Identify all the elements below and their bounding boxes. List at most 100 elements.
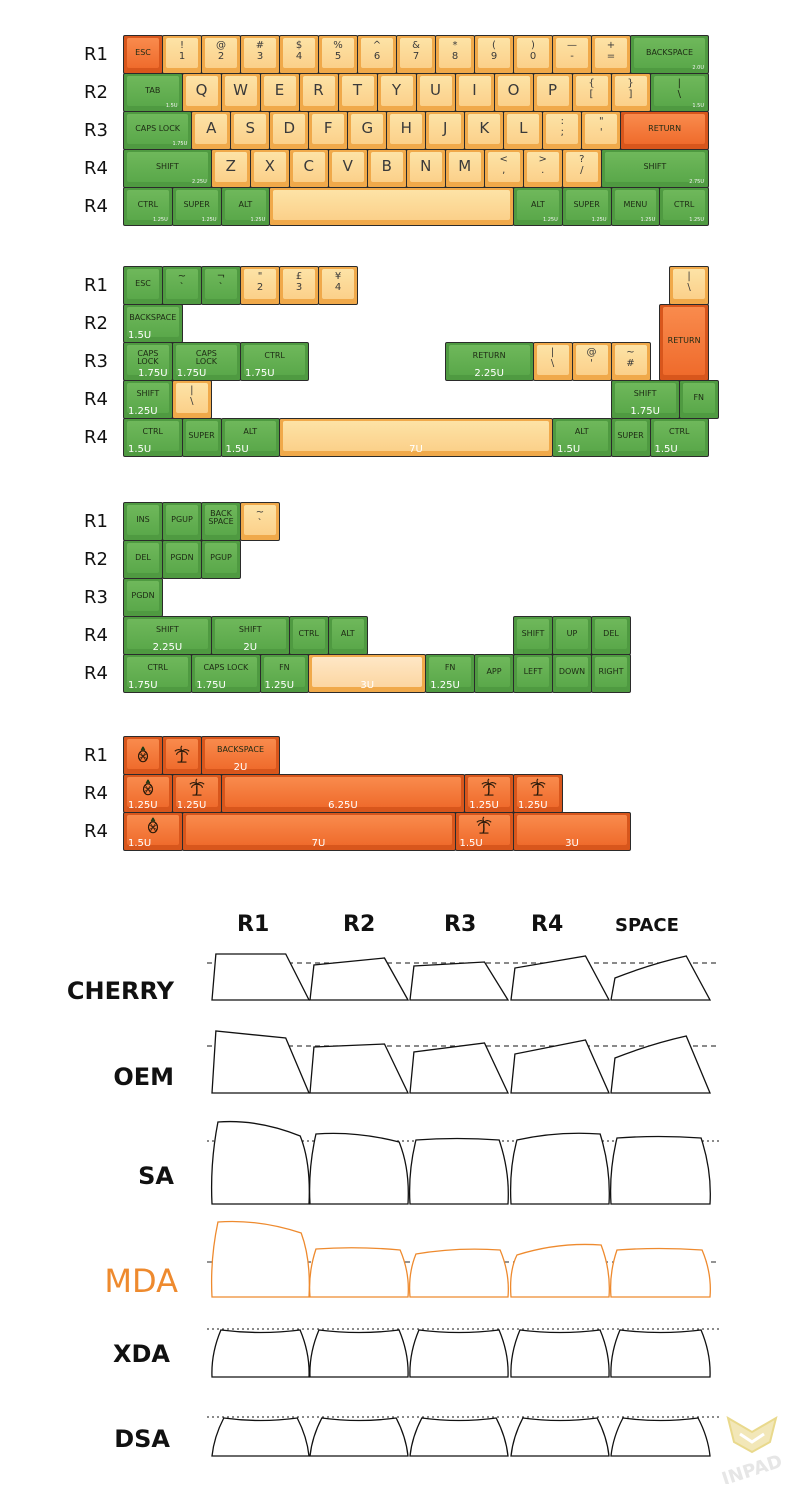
- keycap-symbol: + =: [591, 35, 631, 74]
- row-label: R4: [84, 625, 108, 646]
- keycap-right: RIGHT: [591, 654, 631, 693]
- column-header-r3: R3: [444, 912, 477, 937]
- key-legend: CTRL: [142, 427, 164, 436]
- key-unit-label: 2.0U: [692, 65, 704, 71]
- logo-mark-icon: [726, 1415, 778, 1454]
- key-legend: F: [323, 119, 333, 137]
- keycap-blank: [269, 187, 514, 226]
- keycap-profile-dsa-r3: [409, 1417, 509, 1457]
- key-legend: DOWN: [558, 667, 586, 676]
- keycap-ctrl: CTRL 1.75U: [123, 654, 193, 693]
- row-label: R3: [84, 587, 108, 608]
- keycap-symbol: } ]: [610, 73, 651, 112]
- key-legend: < ,: [499, 154, 508, 176]
- key-unit-label: 7U: [409, 444, 423, 455]
- keycap-pgup: PGUP: [201, 540, 241, 579]
- keycap-fn: FN: [678, 380, 719, 419]
- keycap-super: SUPER 1.25U: [561, 187, 612, 226]
- keycap-ctrl: CTRL 1.5U: [649, 418, 709, 457]
- keycap-symbol: : ;: [542, 111, 583, 150]
- row-label: R1: [84, 511, 108, 532]
- key-legend: PGDN: [131, 591, 155, 600]
- keycap-backspace: BACKSPACE 1.5U: [123, 304, 183, 343]
- key-legend: P: [547, 81, 558, 99]
- row-label: R4: [84, 196, 108, 217]
- keycap-s: S: [230, 111, 271, 150]
- key-legend: ? /: [579, 154, 585, 176]
- key-legend: PGUP: [171, 515, 193, 524]
- key-legend: ~ #: [626, 347, 635, 369]
- keycap-alt: ALT 1.25U: [513, 187, 563, 226]
- keycap-palm-tree: [162, 736, 202, 775]
- profile-name-cherry: CHERRY: [66, 977, 174, 1005]
- keycap-profile-xda-r1: [211, 1329, 310, 1378]
- keycap-caps-lock: CAPS LOCK 1.75U: [191, 654, 261, 693]
- keycap-w: W: [220, 73, 261, 112]
- key-legend: W: [233, 81, 248, 99]
- key-legend: SUPER: [183, 200, 210, 209]
- key-unit-label: 1.25U: [469, 800, 499, 811]
- key-legend: ~ `: [177, 271, 187, 293]
- keycap-symbol: > .: [522, 149, 563, 188]
- keycap-m: M: [444, 149, 485, 188]
- keycap-z: Z: [210, 149, 251, 188]
- key-legend: X: [264, 157, 275, 175]
- keycap-2: @ 2: [201, 35, 241, 74]
- key-unit-label: 1.25U: [152, 217, 168, 223]
- key-legend: SHIFT: [155, 162, 179, 171]
- row-label: R4: [84, 158, 108, 179]
- key-legend: @ 2: [216, 40, 226, 62]
- keycap-profile-oem-r2: [309, 1043, 410, 1094]
- keycap-del: DEL: [591, 616, 631, 655]
- key-legend: CAPS LOCK: [137, 349, 159, 367]
- row-label: R1: [84, 275, 108, 296]
- key-legend: ALT: [531, 200, 545, 209]
- key-legend: CAPS LOCK: [203, 663, 249, 672]
- keycap-symbol: — -: [552, 35, 592, 74]
- key-legend: * 8: [451, 40, 459, 62]
- key-legend: FN: [693, 393, 705, 402]
- keycap-symbol: | \ 1.5U: [649, 73, 709, 112]
- key-legend: INS: [136, 515, 150, 524]
- keycap-esc: ESC: [123, 35, 163, 74]
- keycap-symbol: < ,: [483, 149, 524, 188]
- key-unit-label: 1.75U: [128, 680, 158, 691]
- keycap-profile-dsa-r1: [211, 1417, 310, 1457]
- key-legend: ESC: [135, 48, 151, 57]
- key-legend: # 3: [255, 40, 265, 62]
- key-legend: L: [519, 119, 528, 137]
- key-legend: BACKSPACE: [645, 48, 693, 57]
- key-unit-label: 1.5U: [128, 444, 152, 455]
- keycap-4: $ 4: [279, 35, 319, 74]
- row-label: R4: [84, 783, 108, 804]
- keycap-symbol: @ ': [571, 342, 612, 381]
- key-unit-label: 1.25U: [128, 800, 158, 811]
- keycap-t: T: [337, 73, 378, 112]
- key-legend: ALT: [243, 427, 258, 436]
- keycap-app: APP: [474, 654, 514, 693]
- key-legend: A: [206, 119, 217, 137]
- keycap-profile-cherry-r3: [409, 961, 510, 1001]
- keycap-caps-lock: CAPS LOCK 1.75U: [171, 342, 241, 381]
- key-legend: T: [352, 81, 363, 99]
- keycap-symbol: ? /: [561, 149, 602, 188]
- keycap-return: RETURN: [659, 304, 709, 381]
- key-legend: ¥ 4: [334, 271, 342, 293]
- key-unit-label: 1.25U: [591, 217, 607, 223]
- keycap-blank: 3U: [513, 812, 631, 851]
- key-legend: £ 3: [295, 271, 303, 293]
- key-legend: ! 1: [178, 40, 186, 62]
- keycap-fn: FN 1.25U: [259, 654, 310, 693]
- keycap-super: SUPER: [610, 418, 651, 457]
- keycap-profile-cherry-r4: [510, 955, 611, 1001]
- key-unit-label: 1.75U: [138, 368, 168, 379]
- key-legend: N: [420, 157, 432, 175]
- keycap-1: ! 1: [162, 35, 202, 74]
- keycap-ctrl: CTRL: [288, 616, 329, 655]
- keycap-super: SUPER: [181, 418, 222, 457]
- key-legend: APP: [486, 667, 502, 676]
- key-unit-label: 2.25U: [152, 642, 183, 653]
- keycap-profile-mda-space: [609, 1247, 711, 1298]
- keycap-profile-dsa-r4: [510, 1417, 610, 1457]
- key-legend: S: [245, 119, 256, 137]
